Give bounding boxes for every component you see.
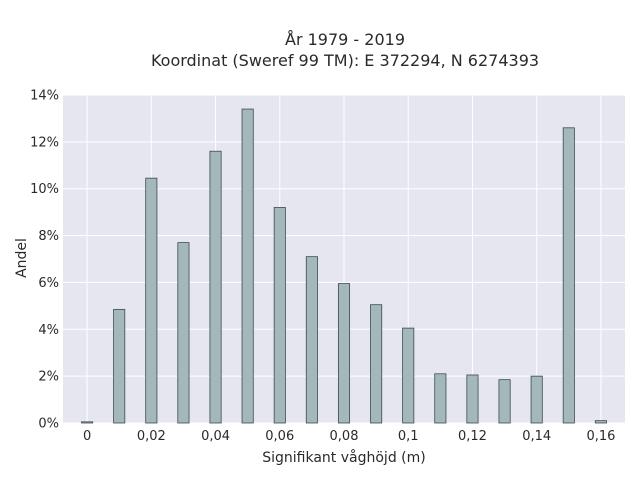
y-tick-label: 12% — [30, 135, 59, 150]
x-tick-label: 0,08 — [330, 429, 359, 444]
x-tick-label: 0,16 — [586, 429, 615, 444]
chart-subtitle: Koordinat (Sweref 99 TM): E 372294, N 62… — [151, 51, 539, 70]
y-tick-label: 14% — [30, 89, 59, 104]
bar — [113, 308, 126, 424]
bar — [594, 420, 607, 424]
chart-title: År 1979 - 2019 — [285, 30, 405, 49]
x-tick-label: 0,14 — [522, 429, 551, 444]
bar — [498, 379, 511, 424]
bar — [337, 283, 351, 424]
y-tick-label: 4% — [38, 323, 59, 338]
bar — [305, 256, 318, 424]
x-tick-label: 0,1 — [398, 429, 419, 444]
bar — [466, 374, 479, 424]
y-tick-label: 10% — [30, 182, 59, 197]
bar — [562, 127, 575, 424]
x-tick-label: 0,02 — [137, 429, 166, 444]
x-tick-label: 0 — [83, 429, 91, 444]
bar — [81, 421, 94, 424]
bar — [530, 375, 543, 424]
y-tick-label: 2% — [38, 370, 59, 385]
bar — [434, 373, 447, 424]
y-tick-label: 8% — [38, 229, 59, 244]
bar — [402, 327, 415, 424]
bar — [177, 242, 190, 424]
bar — [241, 108, 254, 424]
y-tick-label: 6% — [38, 276, 59, 291]
x-axis-label: Signifikant våghöjd (m) — [262, 449, 425, 466]
y-tick-label: 0% — [38, 417, 59, 432]
bar — [273, 207, 286, 424]
bar — [370, 304, 383, 424]
y-axis-label: Andel — [14, 238, 30, 278]
bar — [145, 177, 158, 424]
x-tick-label: 0,12 — [458, 429, 487, 444]
x-axis-ticks: 0 0,02 0,04 0,06 0,08 0,1 0,12 0,14 0,16 — [83, 429, 615, 444]
bars — [81, 108, 607, 424]
bar — [209, 150, 222, 424]
y-axis-ticks: 0% 2% 4% 6% 8% 10% 12% 14% — [30, 89, 59, 432]
x-tick-label: 0,04 — [201, 429, 230, 444]
x-tick-label: 0,06 — [265, 429, 294, 444]
